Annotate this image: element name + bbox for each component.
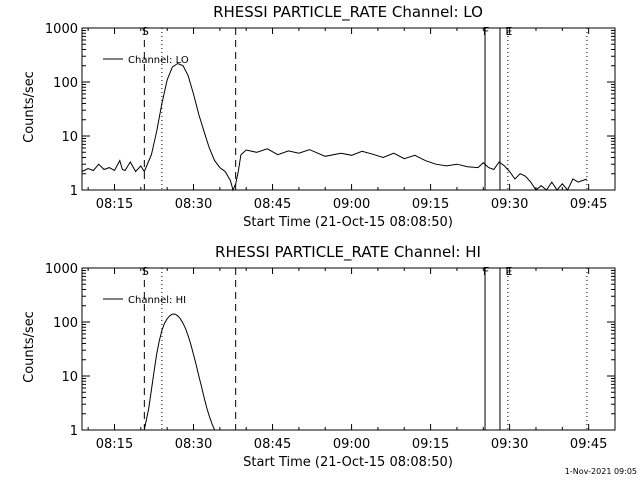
hi-channel-panel: RHESSI PARTICLE_RATE Channel: HI S F E 08:1… <box>22 243 616 470</box>
y-axis-label: Counts/sec <box>22 71 37 143</box>
y-tick-label: 1 <box>70 184 78 199</box>
event-marker-label: S <box>142 25 149 38</box>
x-tick-label: 09:15 <box>412 197 449 212</box>
lo-channel-panel: RHESSI PARTICLE_RATE Channel: LO S F E 08:1… <box>22 3 616 230</box>
legend-label: Channel: HI <box>128 295 186 306</box>
y-tick-label: 10 <box>61 370 78 385</box>
x-tick-label: 09:30 <box>491 437 528 452</box>
y-tick-label: 100 <box>53 76 78 91</box>
x-tick-label: 08:15 <box>96 437 133 452</box>
event-marker-label: E <box>505 25 512 38</box>
y-tick-label: 10 <box>61 130 78 145</box>
y-tick-label: 1000 <box>45 262 78 277</box>
event-marker-label: E <box>505 265 512 278</box>
y-tick-label: 1 <box>70 424 78 439</box>
x-tick-label: 09:45 <box>570 197 607 212</box>
series-line <box>81 62 588 192</box>
event-marker-label: F <box>483 265 489 278</box>
x-tick-label: 09:45 <box>570 437 607 452</box>
x-tick-label: 08:30 <box>175 437 212 452</box>
x-tick-label: 08:15 <box>96 197 133 212</box>
plot-frame <box>81 267 616 431</box>
x-axis-label: Start Time (21-Oct-15 08:08:50) <box>243 215 453 230</box>
y-tick-label: 1000 <box>45 22 78 37</box>
plot-frame <box>81 27 616 191</box>
x-tick-label: 08:30 <box>175 197 212 212</box>
x-axis-label: Start Time (21-Oct-15 08:08:50) <box>243 455 453 470</box>
event-marker-label: S <box>142 265 149 278</box>
series-line <box>143 313 220 431</box>
plot-timestamp: 1-Nov-2021 09:05 <box>565 467 637 476</box>
legend-label: Channel: LO <box>128 55 189 66</box>
x-tick-label: 08:45 <box>254 197 291 212</box>
chart-title: RHESSI PARTICLE_RATE Channel: LO <box>213 3 483 22</box>
x-tick-label: 08:45 <box>254 437 291 452</box>
x-tick-label: 09:00 <box>333 197 370 212</box>
chart-title: RHESSI PARTICLE_RATE Channel: HI <box>215 243 481 262</box>
y-axis-label: Counts/sec <box>22 311 37 383</box>
x-tick-label: 09:00 <box>333 437 370 452</box>
y-tick-label: 100 <box>53 316 78 331</box>
x-tick-label: 09:30 <box>491 197 528 212</box>
x-tick-label: 09:15 <box>412 437 449 452</box>
event-marker-label: F <box>483 25 489 38</box>
